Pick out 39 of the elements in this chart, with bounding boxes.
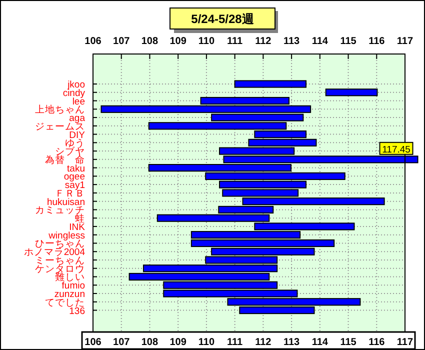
x-tick-label: 111 <box>227 337 244 348</box>
y-tick-label: jkoo <box>66 80 85 90</box>
bar <box>325 88 378 96</box>
y-tick-label: 136 <box>69 306 85 317</box>
x2-tick-label: 116 <box>368 36 386 47</box>
x2-tick-label: 114 <box>312 36 328 47</box>
y-tick-label: cindy <box>62 88 86 99</box>
x-tick-label: 117 <box>396 337 414 348</box>
chart-title: 5/24-5/28週 <box>191 12 255 26</box>
x2-tick-label: 117 <box>396 36 414 47</box>
x2-tick-label: 110 <box>198 36 215 47</box>
x-tick-label: 116 <box>368 337 386 348</box>
x-tick-label: 109 <box>170 337 187 348</box>
x2-tick-label: 108 <box>141 36 159 47</box>
y-tick-label: ogee <box>64 172 85 183</box>
y-tick-label: wingless <box>48 230 86 242</box>
y-tick-label: zunzun <box>54 289 85 300</box>
x-tick-label: 113 <box>283 337 300 348</box>
bar <box>234 80 307 88</box>
x-tick-label: 112 <box>255 337 272 348</box>
data-label: 117.45 <box>382 144 410 156</box>
x2-tick-label: 106 <box>84 36 102 47</box>
y-tick-label: fumio <box>62 280 85 292</box>
x-tick-label: 108 <box>141 337 159 348</box>
x-tick-label: 115 <box>340 337 357 348</box>
x-tick-label: 106 <box>84 337 102 348</box>
x2-tick-label: 115 <box>340 36 357 47</box>
y-tick-label: taku <box>67 163 85 174</box>
x2-tick-label: 113 <box>283 36 300 47</box>
x2-tick-label: 107 <box>113 36 130 47</box>
x2-tick-label: 111 <box>227 36 244 47</box>
x-tick-label: 114 <box>312 337 328 348</box>
x2-tick-label: 112 <box>255 36 272 47</box>
y-tick-label: てでした <box>45 297 85 308</box>
x2-tick-label: 109 <box>170 36 187 47</box>
y-tick-label: aga <box>69 113 86 124</box>
x-tick-label: 110 <box>198 337 215 348</box>
y-tick-label: say1 <box>64 180 85 192</box>
x-tick-label: 107 <box>113 337 130 348</box>
